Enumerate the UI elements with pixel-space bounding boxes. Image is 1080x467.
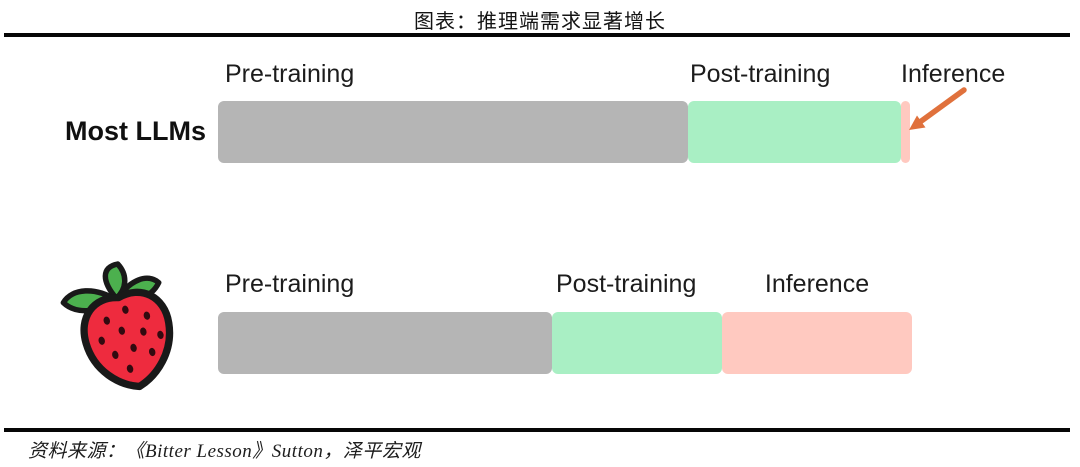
- bar-segment-post-training: [552, 312, 722, 374]
- chart-title: 图表：推理端需求显著增长: [414, 11, 666, 33]
- category-label-most-llms: Most LLMs: [65, 116, 206, 146]
- segment-label-post-training: Post-training: [556, 270, 697, 298]
- bar-segment-pre-training: [218, 101, 688, 163]
- source-note: 资料来源：《Bitter Lesson》Sutton，泽平宏观: [28, 441, 421, 462]
- bar-segment-post-training: [688, 101, 901, 163]
- segment-label-pre-training: Pre-training: [225, 60, 355, 88]
- arrow-down-left-icon: [909, 87, 967, 130]
- bar-segment-inference: [901, 101, 910, 163]
- segment-label-inference: Inference: [901, 60, 1006, 88]
- strawberry-icon: [60, 261, 174, 391]
- stacked-bar-strawberry: [218, 312, 912, 374]
- segment-label-inference: Inference: [764, 270, 870, 298]
- bottom-divider: [4, 428, 1070, 432]
- segment-label-post-training: Post-training: [690, 60, 831, 88]
- segment-label-pre-training: Pre-training: [225, 270, 355, 298]
- bar-segment-pre-training: [218, 312, 552, 374]
- stacked-bar-most-llms: [218, 101, 910, 163]
- bar-segment-inference: [722, 312, 912, 374]
- top-divider: [4, 33, 1070, 37]
